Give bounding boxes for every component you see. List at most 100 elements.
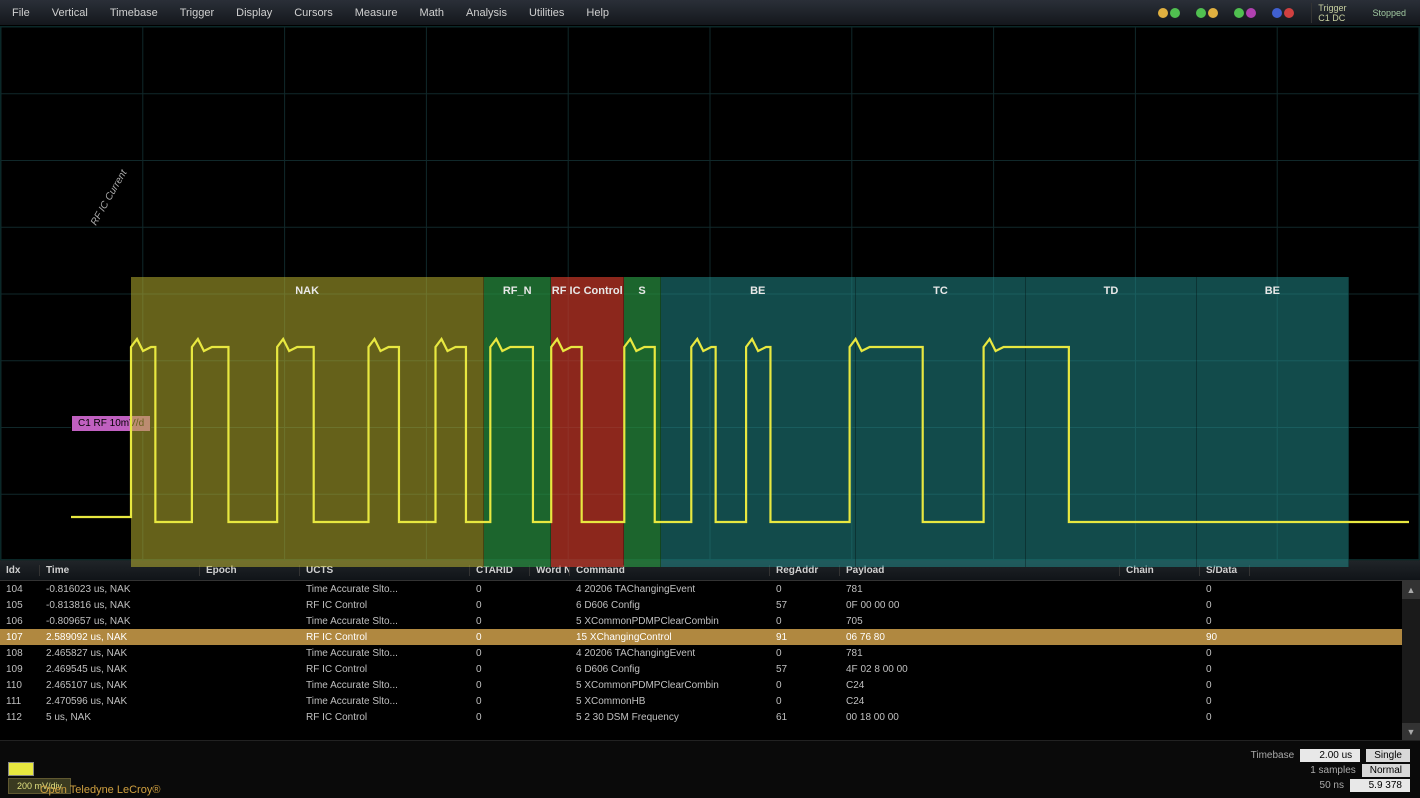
table-cell: Time Accurate Slto... <box>300 584 470 595</box>
table-row[interactable]: 105-0.813816 us, NAKRF IC Control06 D606… <box>0 597 1420 613</box>
normal-button[interactable]: Normal <box>1362 764 1410 777</box>
table-cell: 108 <box>0 648 40 659</box>
table-cell: 0 <box>1200 712 1250 723</box>
menu-timebase[interactable]: Timebase <box>106 5 162 21</box>
delay-label: 50 ns <box>1320 780 1344 791</box>
table-cell: 5 us, NAK <box>40 712 200 723</box>
table-cell: 0 <box>1200 696 1250 707</box>
table-cell: 705 <box>840 616 1120 627</box>
table-cell: -0.816023 us, NAK <box>40 584 200 595</box>
timebase-panel: Timebase 2.00 us Single 1 samples Normal… <box>1251 749 1410 792</box>
table-cell: Time Accurate Slto... <box>300 680 470 691</box>
table-cell: 109 <box>0 664 40 675</box>
table-row[interactable]: 1092.469545 us, NAKRF IC Control06 D606 … <box>0 661 1420 677</box>
vendor-label: Open Teledyne LeCroy® <box>40 784 160 796</box>
table-row[interactable]: 1072.589092 us, NAKRF IC Control015 XCha… <box>0 629 1420 645</box>
table-cell: 0 <box>770 648 840 659</box>
table-cell: 0 <box>1200 584 1250 595</box>
table-cell: 0 <box>770 584 840 595</box>
table-cell: 4F 02 8 00 00 <box>840 664 1120 675</box>
table-cell: Time Accurate Slto... <box>300 616 470 627</box>
channel-color-icon <box>8 762 34 776</box>
table-cell: 110 <box>0 680 40 691</box>
trigger-indicator[interactable]: Trigger C1 DC <box>1311 3 1352 23</box>
table-cell: 0 <box>1200 664 1250 675</box>
table-row[interactable]: 104-0.816023 us, NAK Time Accurate Slto..… <box>0 581 1420 597</box>
table-cell: C24 <box>840 696 1120 707</box>
table-cell: 2.465827 us, NAK <box>40 648 200 659</box>
single-button[interactable]: Single <box>1366 749 1410 762</box>
table-cell: 0 <box>770 616 840 627</box>
table-cell: 61 <box>770 712 840 723</box>
toolbar-icon-3[interactable] <box>1231 4 1259 22</box>
menu-cursors[interactable]: Cursors <box>290 5 337 21</box>
table-cell: 2.470596 us, NAK <box>40 696 200 707</box>
table-cell: 781 <box>840 584 1120 595</box>
table-cell: 2.469545 us, NAK <box>40 664 200 675</box>
toolbar-icons <box>1155 4 1297 22</box>
table-cell: 0 <box>770 680 840 691</box>
menubar: File Vertical Timebase Trigger Display C… <box>0 0 1420 26</box>
menu-file[interactable]: File <box>8 5 34 21</box>
decode-table: Idx Time Epoch UCTS CTARID Word Num Comm… <box>0 560 1420 740</box>
scroll-down-icon[interactable]: ▼ <box>1402 723 1420 740</box>
table-cell: 0 <box>1200 616 1250 627</box>
table-cell: RF IC Control <box>300 664 470 675</box>
table-cell: 5 XCommonPDMPClearCombin <box>570 616 770 627</box>
table-cell: 0F 00 00 00 <box>840 600 1120 611</box>
menu-utilities[interactable]: Utilities <box>525 5 568 21</box>
menu-measure[interactable]: Measure <box>351 5 402 21</box>
table-cell: 0 <box>470 712 530 723</box>
table-cell: 5 XCommonHB <box>570 696 770 707</box>
waveform-display[interactable]: RF IC Current C1 RF 10mV/d NAKRF_NRF IC … <box>0 26 1420 560</box>
table-cell: 0 <box>470 696 530 707</box>
th-idx[interactable]: Idx <box>0 565 40 576</box>
scroll-up-icon[interactable]: ▲ <box>1402 581 1420 599</box>
trigger-mode: C1 DC <box>1318 13 1345 23</box>
table-scrollbar[interactable]: ▲ ▼ <box>1402 581 1420 740</box>
table-cell: Time Accurate Slto... <box>300 696 470 707</box>
table-row[interactable]: 1082.465827 us, NAK Time Accurate Slto...… <box>0 645 1420 661</box>
menu-trigger[interactable]: Trigger <box>176 5 218 21</box>
table-cell: Time Accurate Slto... <box>300 648 470 659</box>
table-cell: 91 <box>770 632 840 643</box>
table-cell: 0 <box>1200 680 1250 691</box>
table-cell: 0 <box>470 616 530 627</box>
table-cell: C24 <box>840 680 1120 691</box>
table-cell: 06 76 80 <box>840 632 1120 643</box>
timebase-value[interactable]: 2.00 us <box>1300 749 1360 762</box>
menu-math[interactable]: Math <box>416 5 448 21</box>
table-cell: 6 D606 Config <box>570 600 770 611</box>
table-cell: 0 <box>470 648 530 659</box>
table-cell: 5 2 30 DSM Frequency <box>570 712 770 723</box>
table-cell: 0 <box>470 632 530 643</box>
table-cell: 112 <box>0 712 40 723</box>
toolbar-icon-2[interactable] <box>1193 4 1221 22</box>
table-row[interactable]: 1125 us, NAKRF IC Control05 2 30 DSM Fre… <box>0 709 1420 725</box>
table-cell: 0 <box>770 696 840 707</box>
table-cell: RF IC Control <box>300 600 470 611</box>
table-cell: 0 <box>470 664 530 675</box>
toolbar-icon-1[interactable] <box>1155 4 1183 22</box>
table-cell: 57 <box>770 664 840 675</box>
table-cell: RF IC Control <box>300 632 470 643</box>
menu-help[interactable]: Help <box>582 5 613 21</box>
table-row[interactable]: 1112.470596 us, NAKTime Accurate Slto...… <box>0 693 1420 709</box>
table-cell: 0 <box>1200 648 1250 659</box>
table-cell: 4 20206 TAChangingEvent <box>570 648 770 659</box>
table-cell: -0.809657 us, NAK <box>40 616 200 627</box>
table-cell: 5 XCommonPDMPClearCombin <box>570 680 770 691</box>
table-row[interactable]: 1102.465107 us, NAK Time Accurate Slto...… <box>0 677 1420 693</box>
table-cell: 107 <box>0 632 40 643</box>
table-cell: 2.465107 us, NAK <box>40 680 200 691</box>
table-cell: 57 <box>770 600 840 611</box>
menu-vertical[interactable]: Vertical <box>48 5 92 21</box>
menu-display[interactable]: Display <box>232 5 276 21</box>
menu-analysis[interactable]: Analysis <box>462 5 511 21</box>
delay-value[interactable]: 5.9 378 <box>1350 779 1410 792</box>
toolbar-icon-4[interactable] <box>1269 4 1297 22</box>
status-bar: 200 mV/div Open Teledyne LeCroy® Timebas… <box>0 740 1420 798</box>
table-cell: 104 <box>0 584 40 595</box>
table-row[interactable]: 106-0.809657 us, NAKTime Accurate Slto..… <box>0 613 1420 629</box>
table-cell: 0 <box>470 600 530 611</box>
